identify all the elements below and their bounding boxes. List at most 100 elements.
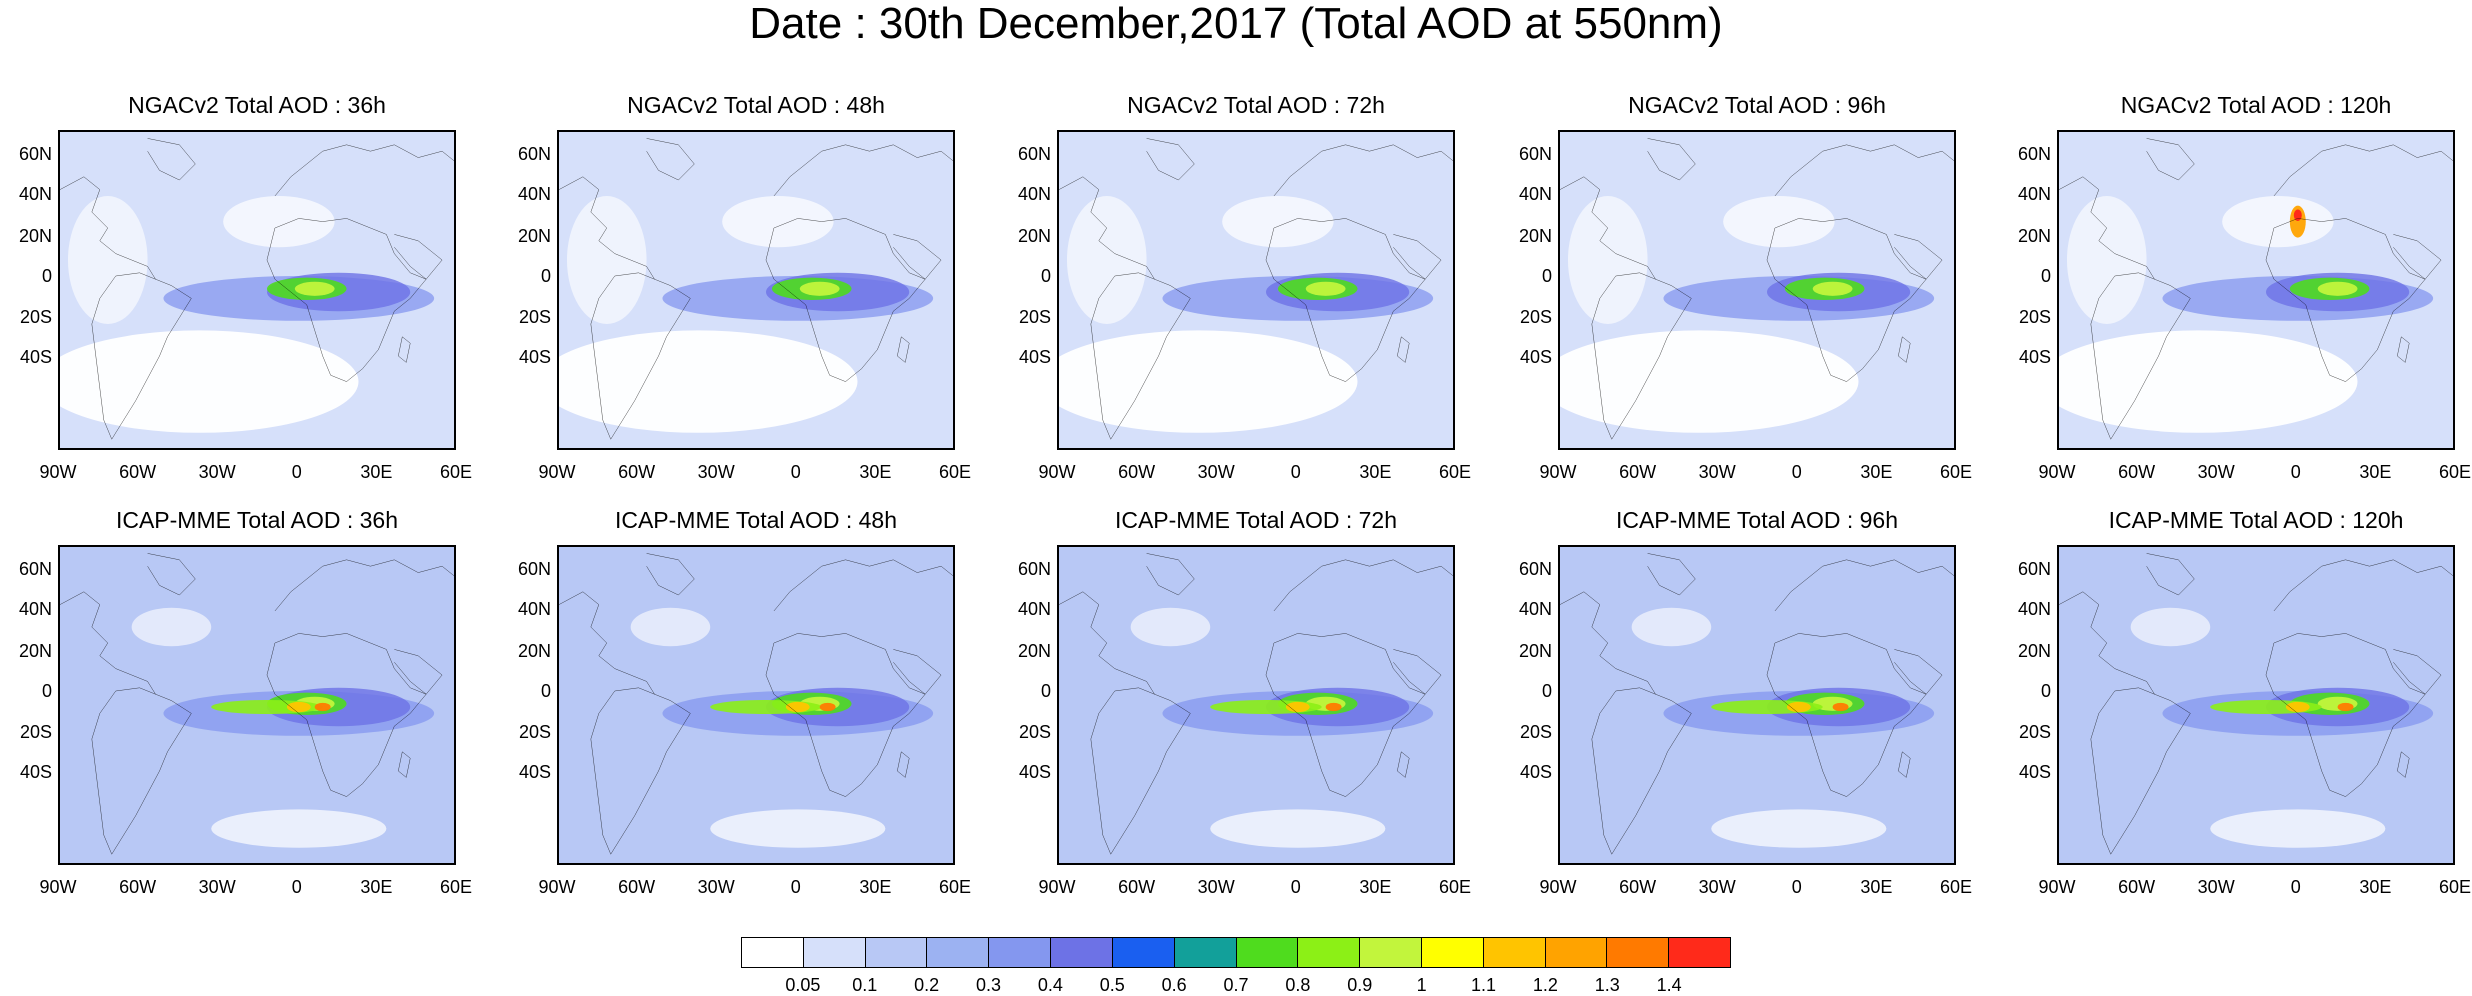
panel-title: NGACv2 Total AOD : 48h bbox=[627, 92, 885, 118]
latitude-tick-label: 40S bbox=[19, 762, 52, 783]
colorbar-cell bbox=[1298, 938, 1361, 967]
longitude-tick-label: 60W bbox=[2118, 877, 2156, 897]
panel-title: NGACv2 Total AOD : 120h bbox=[2120, 92, 2392, 118]
longitude-tick-label: 30E bbox=[360, 462, 393, 482]
latitude-tick-label: 60N bbox=[18, 559, 52, 579]
longitude-tick-label: 90W bbox=[538, 462, 576, 482]
colorbar-tick-label: 1.2 bbox=[1532, 975, 1558, 995]
colorbar-cell bbox=[1112, 938, 1175, 967]
longitude-tick-label: 30E bbox=[1359, 877, 1392, 897]
longitude-tick-label: 30E bbox=[2359, 877, 2392, 897]
longitude-tick-label: 30E bbox=[360, 877, 393, 897]
longitude-tick-label: 0 bbox=[1791, 877, 1802, 897]
longitude-tick-label: 30W bbox=[697, 462, 735, 482]
longitude-tick-label: 90W bbox=[1038, 462, 1076, 482]
aod-map bbox=[2057, 130, 2455, 450]
latitude-tick-label: 20S bbox=[1519, 307, 1552, 328]
latitude-tick-label: 20N bbox=[2017, 640, 2051, 661]
latitude-tick-label: 20S bbox=[1018, 307, 1051, 328]
latitude-tick-label: 0 bbox=[1040, 680, 1051, 701]
colorbar-tick-label: 1.3 bbox=[1594, 975, 1620, 995]
panel-title: ICAP-MME Total AOD : 96h bbox=[1615, 507, 1899, 533]
longitude-tick-label: 30W bbox=[1197, 462, 1235, 482]
latitude-tick-label: 60N bbox=[2017, 559, 2051, 579]
longitude-tick-label: 90W bbox=[1539, 462, 1577, 482]
latitude-tick-label: 40N bbox=[18, 599, 52, 619]
latitude-tick-label: 0 bbox=[1541, 265, 1552, 286]
aod-map bbox=[557, 130, 955, 450]
colorbar-tick-label: 0.2 bbox=[914, 975, 940, 995]
colorbar-tick-label: 1 bbox=[1416, 975, 1427, 995]
longitude-tick-label: 30W bbox=[2197, 877, 2235, 897]
figure-title: Date : 30th December,2017 (Total AOD at … bbox=[749, 0, 1723, 48]
longitude-tick-label: 90W bbox=[39, 462, 77, 482]
latitude-tick-label: 40N bbox=[2017, 599, 2051, 619]
latitude-tick-label: 20N bbox=[1017, 640, 1051, 661]
aod-map bbox=[557, 545, 955, 865]
latitude-tick-label: 0 bbox=[540, 265, 551, 286]
longitude-tick-label: 60W bbox=[1619, 462, 1657, 482]
latitude-tick-label: 20N bbox=[1518, 640, 1552, 661]
longitude-tick-label: 90W bbox=[2038, 462, 2076, 482]
longitude-tick-label: 30W bbox=[1197, 877, 1235, 897]
longitude-tick-label: 60E bbox=[2438, 877, 2472, 897]
panel-title: ICAP-MME Total AOD : 36h bbox=[115, 507, 399, 533]
colorbar-tick-label: 0.8 bbox=[1285, 975, 1311, 995]
longitude-tick-label: 60W bbox=[1619, 877, 1657, 897]
latitude-tick-label: 40S bbox=[518, 347, 551, 368]
aod-map bbox=[58, 545, 456, 865]
colorbar-cell bbox=[742, 938, 804, 967]
longitude-tick-label: 30E bbox=[1860, 462, 1893, 482]
latitude-tick-label: 40N bbox=[517, 599, 551, 619]
latitude-tick-label: 0 bbox=[540, 680, 551, 701]
longitude-tick-label: 60W bbox=[1118, 462, 1156, 482]
longitude-tick-label: 30E bbox=[2359, 462, 2392, 482]
colorbar-tick-label: 0.7 bbox=[1223, 975, 1249, 995]
longitude-tick-label: 0 bbox=[2290, 877, 2301, 897]
colorbar-tick-label: 0.1 bbox=[852, 975, 878, 995]
longitude-tick-label: 60W bbox=[1118, 877, 1156, 897]
aod-map bbox=[1558, 545, 1956, 865]
panel-title: ICAP-MME Total AOD : 120h bbox=[2108, 507, 2404, 533]
latitude-tick-label: 40N bbox=[18, 184, 52, 204]
latitude-tick-label: 20S bbox=[2018, 307, 2051, 328]
colorbar-tick-label: 1.4 bbox=[1656, 975, 1682, 995]
panel-title: NGACv2 Total AOD : 72h bbox=[1127, 92, 1385, 118]
latitude-tick-label: 60N bbox=[517, 559, 551, 579]
longitude-tick-label: 30W bbox=[198, 877, 236, 897]
longitude-tick-label: 60E bbox=[1939, 877, 1973, 897]
colorbar-cell bbox=[1545, 938, 1608, 967]
colorbar-tick-label: 0.9 bbox=[1347, 975, 1373, 995]
longitude-tick-label: 30W bbox=[1698, 877, 1736, 897]
longitude-tick-label: 60W bbox=[119, 877, 157, 897]
latitude-tick-label: 20N bbox=[517, 640, 551, 661]
latitude-tick-label: 60N bbox=[1017, 559, 1051, 579]
panel-title: ICAP-MME Total AOD : 72h bbox=[1114, 507, 1398, 533]
longitude-tick-label: 60E bbox=[1438, 462, 1472, 482]
aod-colorbar bbox=[741, 937, 1731, 968]
colorbar-cell bbox=[989, 938, 1052, 967]
longitude-tick-label: 60E bbox=[1939, 462, 1973, 482]
panel-title: ICAP-MME Total AOD : 48h bbox=[614, 507, 898, 533]
latitude-tick-label: 60N bbox=[2017, 144, 2051, 164]
latitude-tick-label: 20S bbox=[1519, 722, 1552, 743]
longitude-tick-label: 30E bbox=[859, 462, 892, 482]
latitude-tick-label: 20N bbox=[517, 225, 551, 246]
longitude-tick-label: 30W bbox=[697, 877, 735, 897]
latitude-tick-label: 60N bbox=[18, 144, 52, 164]
latitude-tick-label: 20S bbox=[19, 307, 52, 328]
latitude-tick-label: 20S bbox=[518, 307, 551, 328]
longitude-tick-label: 60E bbox=[439, 462, 473, 482]
longitude-tick-label: 60E bbox=[938, 877, 972, 897]
colorbar-cell bbox=[1483, 938, 1546, 967]
colorbar-cell bbox=[1236, 938, 1299, 967]
longitude-tick-label: 30E bbox=[1359, 462, 1392, 482]
latitude-tick-label: 0 bbox=[1541, 680, 1552, 701]
latitude-tick-label: 0 bbox=[2040, 680, 2051, 701]
colorbar-cell bbox=[1421, 938, 1484, 967]
longitude-tick-label: 0 bbox=[291, 462, 302, 482]
longitude-tick-label: 0 bbox=[790, 877, 801, 897]
latitude-tick-label: 20S bbox=[19, 722, 52, 743]
longitude-tick-label: 60W bbox=[119, 462, 157, 482]
latitude-tick-label: 40N bbox=[517, 184, 551, 204]
